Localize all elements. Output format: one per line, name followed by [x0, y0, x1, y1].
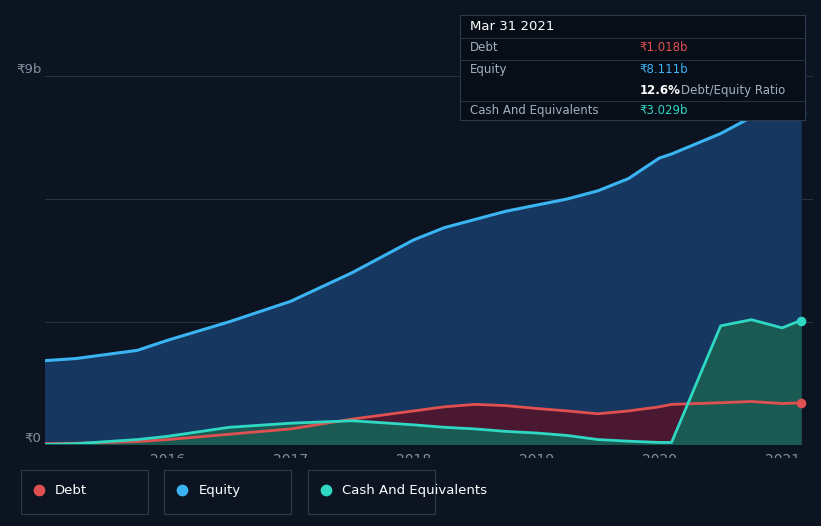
Point	[794, 316, 807, 325]
Text: Mar 31 2021: Mar 31 2021	[470, 20, 555, 33]
Text: Cash And Equivalents: Cash And Equivalents	[470, 104, 599, 117]
Text: 12.6%: 12.6%	[640, 84, 681, 97]
Text: ₹0: ₹0	[25, 431, 41, 444]
Text: Equity: Equity	[470, 63, 508, 76]
Text: ₹8.111b: ₹8.111b	[640, 63, 688, 76]
Text: Debt: Debt	[55, 484, 87, 497]
Point	[32, 486, 45, 494]
Text: ₹9b: ₹9b	[16, 63, 41, 76]
Point	[794, 399, 807, 407]
Text: Debt/Equity Ratio: Debt/Equity Ratio	[681, 84, 785, 97]
Point	[319, 486, 333, 494]
Text: Cash And Equivalents: Cash And Equivalents	[342, 484, 488, 497]
Text: Equity: Equity	[199, 484, 241, 497]
Point	[176, 486, 189, 494]
Text: ₹3.029b: ₹3.029b	[640, 104, 688, 117]
Text: ₹1.018b: ₹1.018b	[640, 41, 688, 54]
Text: Debt: Debt	[470, 41, 499, 54]
Point	[794, 108, 807, 117]
